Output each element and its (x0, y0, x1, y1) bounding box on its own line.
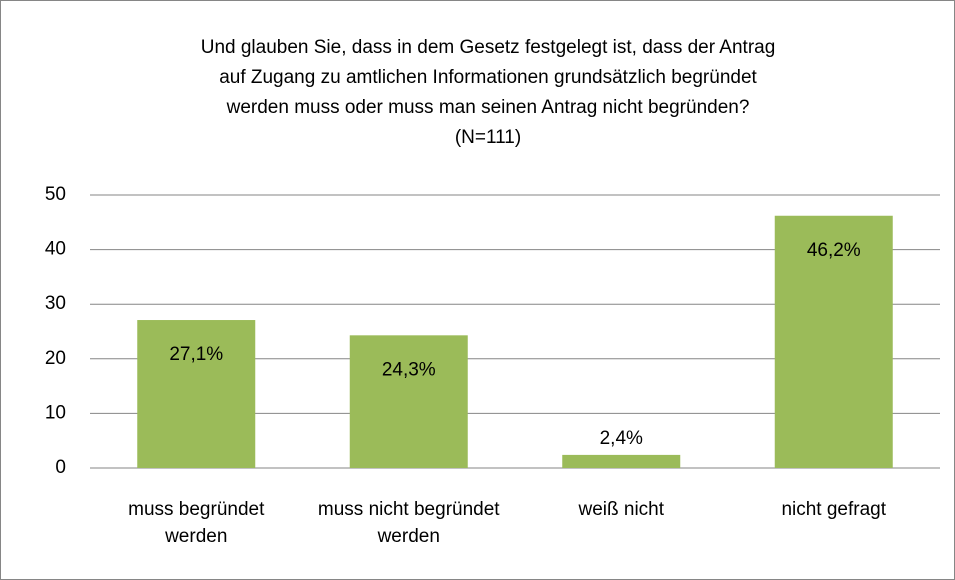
data-label: 2,4% (600, 428, 643, 449)
data-label: 27,1% (169, 344, 223, 365)
bar (349, 335, 468, 468)
x-tick-label: nicht gefragt (781, 499, 887, 520)
y-tick-label: 0 (55, 457, 66, 478)
data-label: 24,3% (382, 359, 436, 380)
bar (137, 320, 256, 468)
y-tick-label: 30 (45, 293, 66, 314)
data-label: 46,2% (807, 240, 861, 261)
bar (562, 454, 681, 468)
chart-title: Und glauben Sie, dass in dem Gesetz fest… (201, 37, 776, 58)
x-tick-label: weiß nicht (578, 499, 665, 520)
chart-title: auf Zugang zu amtlichen Informationen gr… (219, 67, 757, 88)
x-tick-label: muss nicht begründet werden (317, 499, 500, 547)
x-tick-label: muss begründet werden (128, 499, 265, 547)
y-tick-label: 10 (45, 402, 66, 423)
chart-title: werden muss oder muss man seinen Antrag … (226, 97, 750, 118)
bar (774, 215, 893, 468)
y-tick-label: 20 (45, 348, 66, 369)
y-tick-label: 40 (45, 239, 66, 260)
y-tick-label: 50 (45, 184, 66, 205)
chart-title: (N=111) (455, 127, 521, 148)
